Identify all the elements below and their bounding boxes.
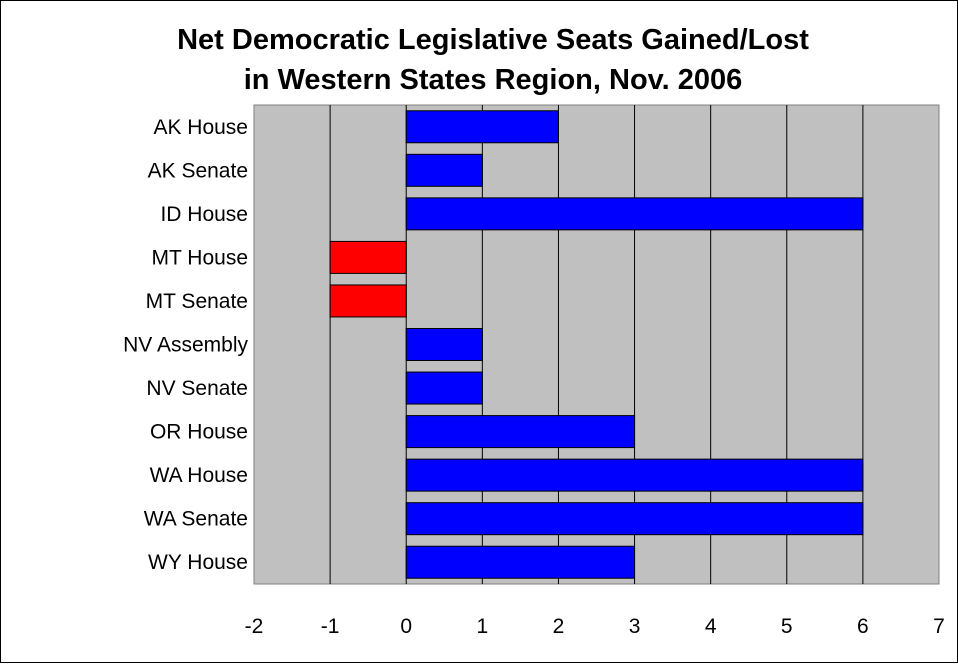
bar bbox=[405, 328, 483, 361]
category-label: WA House bbox=[150, 464, 248, 487]
x-tick-label: -1 bbox=[321, 615, 340, 638]
bar bbox=[405, 153, 483, 187]
bar bbox=[405, 502, 864, 536]
category-label: MT Senate bbox=[146, 290, 248, 313]
x-tick-label: 4 bbox=[705, 615, 717, 638]
x-tick-label: -2 bbox=[245, 615, 264, 638]
chart-title-line-1: Net Democratic Legislative Seats Gained/… bbox=[177, 24, 809, 56]
x-tick-label: 1 bbox=[476, 615, 488, 638]
x-tick-label: 2 bbox=[553, 615, 565, 638]
bar bbox=[405, 110, 559, 144]
category-labels: AK House AK Senate ID House MT House MT Sena… bbox=[123, 116, 248, 574]
bar bbox=[405, 458, 864, 492]
bars bbox=[329, 110, 864, 579]
category-label: MT House bbox=[152, 246, 248, 269]
bar bbox=[405, 197, 864, 231]
category-label: NV Senate bbox=[146, 377, 248, 400]
category-label: OR House bbox=[150, 421, 248, 444]
category-label: WA Senate bbox=[144, 508, 248, 531]
category-label: AK House bbox=[153, 116, 248, 139]
x-tick-label: 5 bbox=[781, 615, 793, 638]
category-label: AK Senate bbox=[148, 159, 248, 182]
x-tick-label: 6 bbox=[857, 615, 869, 638]
x-tick-label: 0 bbox=[400, 615, 412, 638]
category-label: WY House bbox=[148, 551, 248, 574]
x-tick-label: 3 bbox=[629, 615, 641, 638]
bar bbox=[405, 545, 636, 579]
chart-title-line-2: in Western States Region, Nov. 2006 bbox=[244, 64, 743, 96]
bar bbox=[405, 371, 483, 405]
x-tick-labels: -2 -1 0 1 2 3 4 5 6 7 bbox=[245, 615, 945, 638]
bar bbox=[329, 284, 407, 318]
category-label: NV Assembly bbox=[123, 334, 248, 357]
bar bbox=[405, 415, 636, 449]
bar bbox=[329, 240, 407, 274]
category-label: ID House bbox=[160, 203, 248, 226]
x-tick-label: 7 bbox=[933, 615, 945, 638]
